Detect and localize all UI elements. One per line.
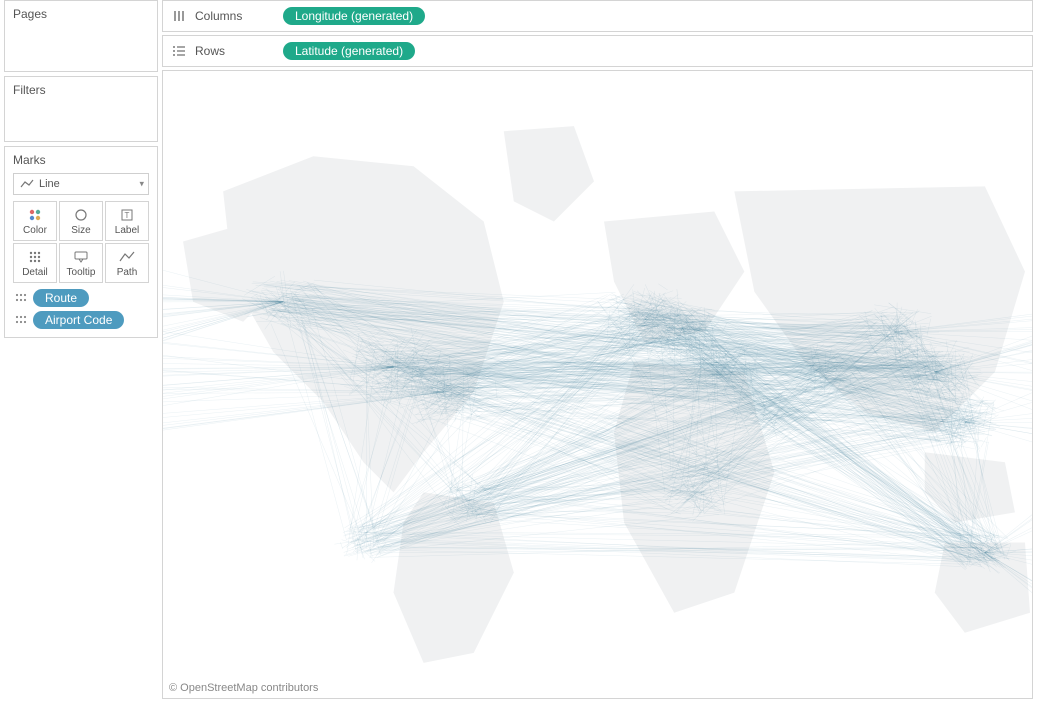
- pages-panel[interactable]: Pages: [4, 0, 158, 72]
- marks-color-button[interactable]: Color: [13, 201, 57, 241]
- rows-label: Rows: [195, 44, 275, 58]
- marks-path-button[interactable]: Path: [105, 243, 149, 283]
- svg-text:T: T: [125, 211, 130, 220]
- marks-size-button[interactable]: Size: [59, 201, 103, 241]
- map-attribution: © OpenStreetMap contributors: [169, 682, 318, 694]
- mark-type-label: Line: [39, 178, 60, 190]
- size-icon: [73, 206, 89, 224]
- detail-icon: [13, 314, 29, 326]
- marks-label-label: Label: [115, 225, 139, 236]
- columns-pill[interactable]: Longitude (generated): [283, 7, 425, 25]
- marks-size-label: Size: [71, 225, 90, 236]
- rows-pill[interactable]: Latitude (generated): [283, 42, 415, 60]
- rows-icon: [171, 45, 187, 57]
- columns-shelf[interactable]: Columns Longitude (generated): [162, 0, 1033, 32]
- marks-title: Marks: [5, 147, 157, 167]
- marks-tooltip-button[interactable]: Tooltip: [59, 243, 103, 283]
- columns-icon: [171, 10, 187, 22]
- marks-pill[interactable]: Route: [33, 289, 89, 307]
- filters-title: Filters: [5, 77, 157, 97]
- marks-path-label: Path: [117, 267, 138, 278]
- rows-shelf[interactable]: Rows Latitude (generated): [162, 35, 1033, 67]
- columns-label: Columns: [195, 9, 275, 23]
- tooltip-icon: [73, 248, 89, 266]
- marks-color-label: Color: [23, 225, 47, 236]
- marks-pill-row: Route: [13, 289, 149, 307]
- path-icon: [119, 248, 135, 266]
- label-icon: T: [120, 206, 134, 224]
- marks-pill-list: Route Airport Code: [13, 289, 149, 329]
- mark-type-select[interactable]: Line ▾: [13, 173, 149, 195]
- color-icon: [28, 206, 42, 224]
- chevron-down-icon: ▾: [139, 179, 144, 190]
- filters-panel[interactable]: Filters: [4, 76, 158, 142]
- marks-detail-button[interactable]: Detail: [13, 243, 57, 283]
- line-icon: [20, 179, 34, 189]
- marks-pill-row: Airport Code: [13, 311, 149, 329]
- marks-label-button[interactable]: T Label: [105, 201, 149, 241]
- marks-tooltip-label: Tooltip: [67, 267, 96, 278]
- marks-detail-label: Detail: [22, 267, 48, 278]
- marks-pill[interactable]: Airport Code: [33, 311, 124, 329]
- pages-title: Pages: [5, 1, 157, 21]
- detail-icon: [28, 248, 42, 266]
- detail-icon: [13, 292, 29, 304]
- map-visualization[interactable]: © OpenStreetMap contributors: [162, 70, 1033, 699]
- marks-panel: Marks Line ▾: [4, 146, 158, 338]
